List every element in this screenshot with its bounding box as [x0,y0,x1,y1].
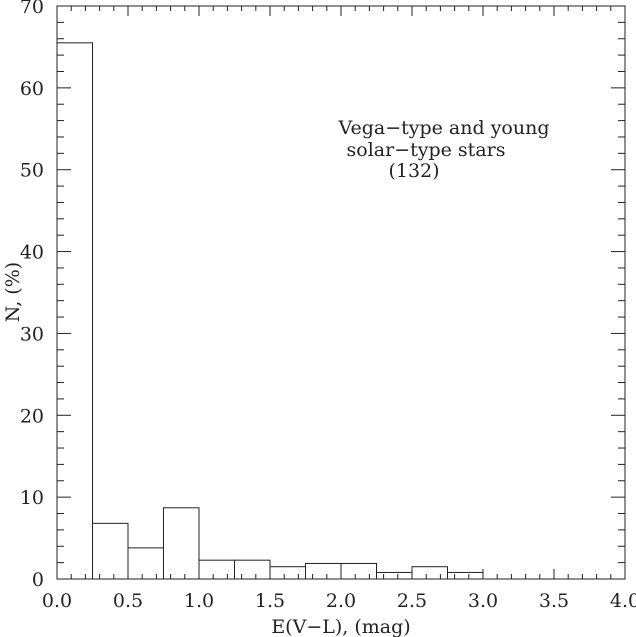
x-tick-label: 3.0 [468,590,498,612]
y-tick-label: 20 [20,405,44,427]
x-tick-label: 4.0 [610,590,636,612]
histogram-bar [305,562,342,580]
histogram-bar [163,507,200,580]
histogram-bar [127,547,164,580]
x-tick-label: 2.0 [326,590,356,612]
y-tick-label: 40 [20,242,44,264]
y-tick-labels: 0 10 20 30 40 50 60 70 [20,0,44,591]
x-tick-label: 3.5 [539,590,569,612]
y-tick-label: 70 [20,0,44,18]
x-tick-label: 1.0 [184,590,214,612]
histogram-bar [92,522,129,580]
y-tick-label: 10 [20,487,44,509]
histogram-bar [269,566,306,580]
annotation-line-3: (132) [388,160,439,182]
annotation-line-1: Vega−type and young [337,117,549,139]
x-tick-label: 0.5 [113,590,143,612]
histogram-bar [376,571,413,580]
axis-ticks [56,5,626,580]
histogram-bar [198,559,235,580]
histogram-bar [411,566,448,580]
y-tick-label: 50 [20,160,44,182]
x-tick-label: 1.5 [255,590,285,612]
x-tick-labels: 0.0 0.5 1.0 1.5 2.0 2.5 3.0 3.5 4.0 [42,590,636,612]
chart-annotation: Vega−type and young solar−type stars (13… [337,117,549,182]
y-tick-label: 30 [20,323,44,345]
y-tick-label: 60 [20,78,44,100]
histogram-bar [56,42,93,580]
annotation-line-2: solar−type stars [347,139,506,161]
histogram-bar [234,559,271,580]
histogram-bar [340,562,377,580]
y-tick-label: 0 [32,569,44,591]
x-tick-label: 0.0 [42,590,72,612]
x-tick-label: 2.5 [397,590,427,612]
y-axis-title: N, (%) [2,262,24,322]
histogram-bar [447,571,484,580]
x-axis-title: E(V−L), (mag) [271,616,410,637]
plot-frame [56,5,626,580]
